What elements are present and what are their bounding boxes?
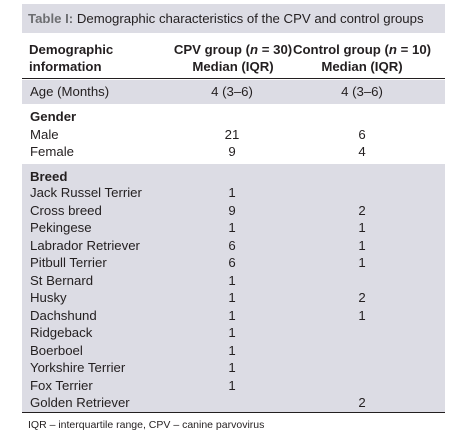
table-row: Fox Terrier 1 xyxy=(22,377,445,394)
table-row-age: Age (Months) 4 (3–6) 4 (3–6) xyxy=(22,80,445,104)
table-row: Pitbull Terrier 6 1 xyxy=(22,254,445,271)
row-label: St Bernard xyxy=(30,272,94,288)
row-label: Labrador Retriever xyxy=(30,237,140,253)
table-bottom-rule xyxy=(22,412,445,413)
row-cpv-value: 1 xyxy=(228,272,236,288)
table-caption-label: Table I: xyxy=(28,11,74,26)
header-cpv-group: CPV group (n = 30) Median (IQR) xyxy=(163,41,303,75)
row-cpv-value: 1 xyxy=(228,342,236,358)
row-label: Golden Retriever xyxy=(30,395,130,410)
row-cpv-value: 1 xyxy=(228,220,236,235)
breed-section: Breed Jack Russel Terrier 1 Cross breed … xyxy=(22,164,445,412)
row-cpv-value: 21 xyxy=(224,127,240,142)
header-cpv-line1: CPV group (n = 30) xyxy=(173,42,293,57)
age-control-value: 4 (3–6) xyxy=(341,84,383,99)
header-control-line1: Control group (n = 10) xyxy=(292,42,432,57)
table-row: Boerboel 1 xyxy=(22,342,445,359)
row-label: Male xyxy=(30,127,59,142)
header-control-group: Control group (n = 10) Median (IQR) xyxy=(292,41,432,75)
table-row: Yorkshire Terrier 1 xyxy=(22,359,445,376)
table-row: Husky 1 2 xyxy=(22,289,445,306)
row-control-value: 1 xyxy=(358,220,366,235)
header-demographic: Demographic information xyxy=(29,41,113,75)
row-control-value: 2 xyxy=(358,395,366,410)
row-label: Boerboel xyxy=(30,342,83,358)
header-control-line2: Median (IQR) xyxy=(321,59,403,74)
header-cpv-line2: Median (IQR) xyxy=(192,59,274,74)
row-control-value: 1 xyxy=(358,307,366,323)
table-row: Female 9 4 xyxy=(22,143,445,160)
header-demographic-line2: information xyxy=(29,59,102,74)
age-label: Age (Months) xyxy=(30,84,110,99)
gender-section: Gender Male 21 6 Female 9 4 xyxy=(22,105,445,163)
table-caption-text: Demographic characteristics of the CPV a… xyxy=(73,11,424,26)
row-label: Dachshund xyxy=(30,307,97,323)
row-cpv-value: 1 xyxy=(228,185,236,200)
table-row: Jack Russel Terrier 1 xyxy=(22,184,445,201)
table-row: Pekingese 1 1 xyxy=(22,219,445,236)
table-row: Labrador Retriever 6 1 xyxy=(22,237,445,254)
row-cpv-value: 1 xyxy=(228,325,236,340)
table-header: Demographic information CPV group (n = 3… xyxy=(22,37,445,77)
row-cpv-value: 6 xyxy=(228,255,236,270)
table-row: Ridgeback 1 xyxy=(22,324,445,341)
table-caption: Table I: Demographic characteristics of … xyxy=(22,4,445,33)
row-label: Cross breed xyxy=(30,202,102,218)
row-control-value: 2 xyxy=(358,290,366,305)
row-label: Jack Russel Terrier xyxy=(30,185,142,200)
table-row: Male 21 6 xyxy=(22,126,445,143)
row-cpv-value: 9 xyxy=(228,202,236,218)
breed-title: Breed xyxy=(30,169,68,184)
gender-title: Gender xyxy=(30,109,77,124)
row-control-value: 1 xyxy=(358,237,366,253)
row-control-value: 4 xyxy=(358,144,366,159)
row-cpv-value: 6 xyxy=(228,237,236,253)
table-row: Dachshund 1 1 xyxy=(22,307,445,324)
header-demographic-line1: Demographic xyxy=(29,42,114,57)
row-cpv-value: 1 xyxy=(228,290,236,305)
row-label: Ridgeback xyxy=(30,325,93,340)
row-cpv-value: 1 xyxy=(228,377,236,393)
row-cpv-value: 1 xyxy=(228,360,236,375)
table-footnote: IQR – interquartile range, CPV – canine … xyxy=(28,419,265,431)
table-row: Cross breed 9 2 xyxy=(22,202,445,219)
row-label: Yorkshire Terrier xyxy=(30,360,126,375)
row-control-value: 1 xyxy=(358,255,366,270)
row-label: Pekingese xyxy=(30,220,92,235)
row-label: Fox Terrier xyxy=(30,377,93,393)
header-rule xyxy=(22,78,445,79)
row-label: Pitbull Terrier xyxy=(30,255,107,270)
row-control-value: 2 xyxy=(358,202,366,218)
row-label: Husky xyxy=(30,290,67,305)
table-row: Golden Retriever 2 xyxy=(22,394,445,411)
age-cpv-value: 4 (3–6) xyxy=(211,84,253,99)
table-row: St Bernard 1 xyxy=(22,272,445,289)
row-control-value: 6 xyxy=(358,127,366,142)
row-label: Female xyxy=(30,144,74,159)
row-cpv-value: 1 xyxy=(228,307,236,323)
row-cpv-value: 9 xyxy=(228,144,236,159)
